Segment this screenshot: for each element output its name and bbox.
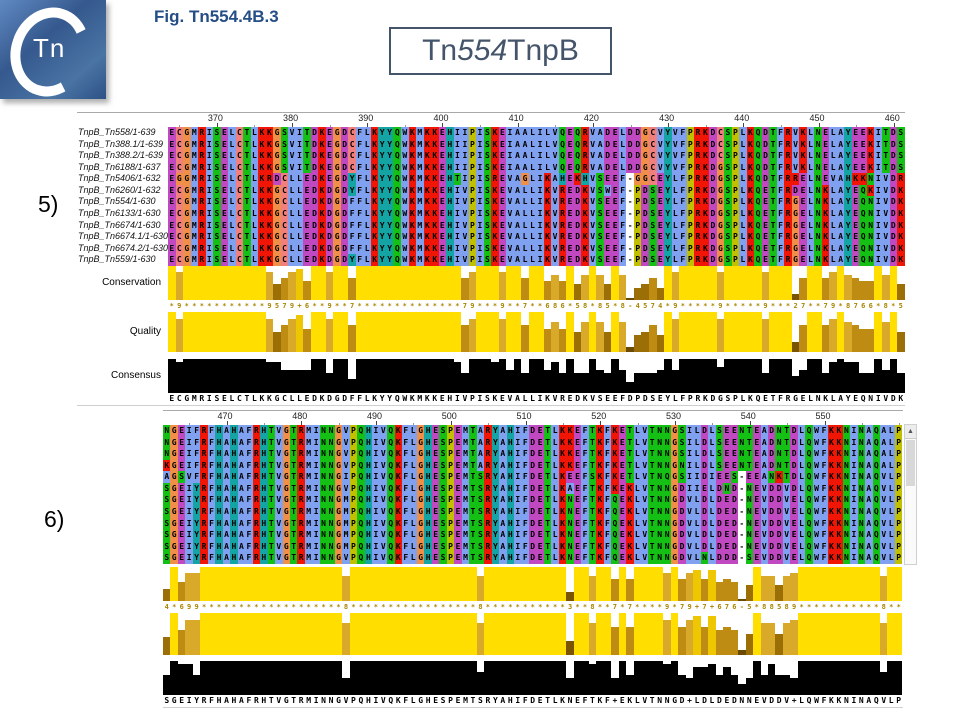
title-prefix: Tn	[422, 34, 458, 67]
sequence-name: TnpB_Tn6260/1-632	[78, 184, 161, 195]
sequence-name: TnpB_Tn6674/1-630	[78, 219, 161, 230]
sequence-row: TnpB_Tn5406/1-632 E G G M R I S E L C T L K R D C L L E D K E G…	[77, 173, 905, 185]
sequence-name: TnpB_Tn5406/1-632	[78, 173, 161, 184]
scroll-up-button[interactable]: ▲	[905, 425, 916, 439]
sequence-row: TnpB_Tn388.1/1-639 E C G M R I S E L C T L K K G S V I T D K E…	[77, 138, 905, 151]
quality-track	[163, 612, 903, 655]
sequence-row: TnpB_Tn6674.1/1-630 E C G M R I S E L C T L K K G C L L E D K…	[77, 231, 905, 243]
vertical-scrollbar[interactable]: ▲	[904, 424, 917, 565]
sequence-row: TnpB_Tn6188/1-637 E C G M R I S E L C T L K K G S V I T D K E G…	[77, 161, 905, 174]
sequence-name: TnpB_Tn554/1-630	[78, 196, 156, 207]
figure-caption: Fig. Tn554.4B.3	[154, 7, 279, 26]
sequence-name: TnpB_Tn6133/1-630	[78, 208, 161, 219]
title-number: 554	[457, 34, 508, 67]
panel-1-number-label: 5)	[38, 191, 59, 217]
sequence-name: TnpB_Tn388.2/1-639	[78, 150, 164, 161]
alignment-panel-1: 370 380 390 400 410 420 430 440 450 460 TnpB_Tn558…	[77, 112, 905, 406]
conservation-track: Conservation	[77, 265, 905, 300]
panel-2-number-label: 6)	[44, 506, 65, 532]
tn-registry-logo: Tn	[0, 0, 106, 107]
sequence-name: TnpB_Tn6188/1-637	[78, 161, 161, 172]
sequence-row: TnpB_Tn388.2/1-639 E C G M R I S E L C T L K K G S V I T D K E…	[77, 150, 905, 162]
sequence-name: TnpB_Tn559/1-630	[78, 254, 156, 265]
sequence-row: TnpB_Tn554/1-630 E C G M R I S E L C T L K K G C L L E D K D G D…	[77, 196, 905, 209]
conservation-values: 4 * 6 9 9 * * * * * * * * * * * * * * * * * * * 8 * * * * * * * * * * * * * * *…	[164, 602, 901, 611]
scroll-up-icon: ▲	[907, 428, 914, 435]
sequence-row: TnpB_Tn6260/1-632 E C G M R I S E L C T L K K G C L L E D K D G…	[77, 184, 905, 197]
sequence-row: TnpB_Tn559/1-630 E C G M R I S E L C T L K K G C L L E D K D G D…	[77, 254, 905, 266]
sequence-name: TnpB_Tn388.1/1-639	[78, 138, 164, 149]
sequence-name: TnpB_Tn558/1-639	[78, 127, 156, 137]
ruler: 470 480 490 500 510 520 530 540 550	[163, 411, 903, 425]
sequence-name: TnpB_Tn6674.1/1-630	[78, 231, 168, 242]
consensus-track: Consensus	[77, 358, 905, 393]
title-suffix: TnpB	[507, 34, 579, 67]
logo-tn-text: Tn	[33, 33, 66, 63]
consensus-track	[163, 660, 903, 695]
sequence-row: TnpB_Tn6674/1-630 E C G M R I S E L C T L K K G C L L E D K D G…	[77, 219, 905, 232]
sequence-row: TnpB_Tn6133/1-630 E C G M R I S E L C T L K K G C L L E D K D G…	[77, 208, 905, 220]
ruler: 370 380 390 400 410 420 430 440 450 460	[77, 113, 905, 127]
slide-title-box: Tn 554 TnpB	[389, 27, 612, 75]
sequence-row: TnpB_Tn6674.2/1-630 E C G M R I S E L C T L K K G C L L E D K…	[77, 242, 905, 255]
conservation-track	[163, 566, 903, 601]
sequence-row: TnpB_Tn558/1-639 E C G M R I S E L C T L K K G S V I T D K E G D…	[77, 127, 905, 139]
sequence-name: TnpB_Tn6674.2/1-630	[78, 242, 168, 253]
quality-track: Quality	[77, 311, 905, 352]
alignment-panel-2: 470 480 490 500 510 520 530 540 550 N G E I F R F H A H A F R…	[163, 410, 903, 708]
scrollbar-thumb[interactable]	[906, 440, 915, 486]
conservation-values: * 9 * * * * * * * * * * * 9 5 7 9 +6 * * 9 * * 7 * * * * * * * * * * * * * * 7…	[169, 301, 903, 310]
